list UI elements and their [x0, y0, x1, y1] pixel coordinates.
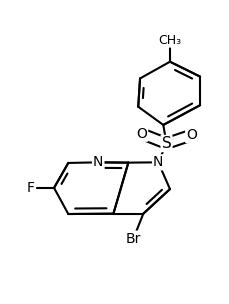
Text: Br: Br [125, 232, 140, 246]
Text: S: S [161, 136, 171, 151]
Text: N: N [93, 155, 103, 169]
Text: CH₃: CH₃ [158, 34, 181, 47]
Text: F: F [27, 181, 35, 195]
Text: N: N [152, 155, 163, 169]
Text: O: O [136, 127, 147, 141]
Text: O: O [185, 128, 196, 142]
